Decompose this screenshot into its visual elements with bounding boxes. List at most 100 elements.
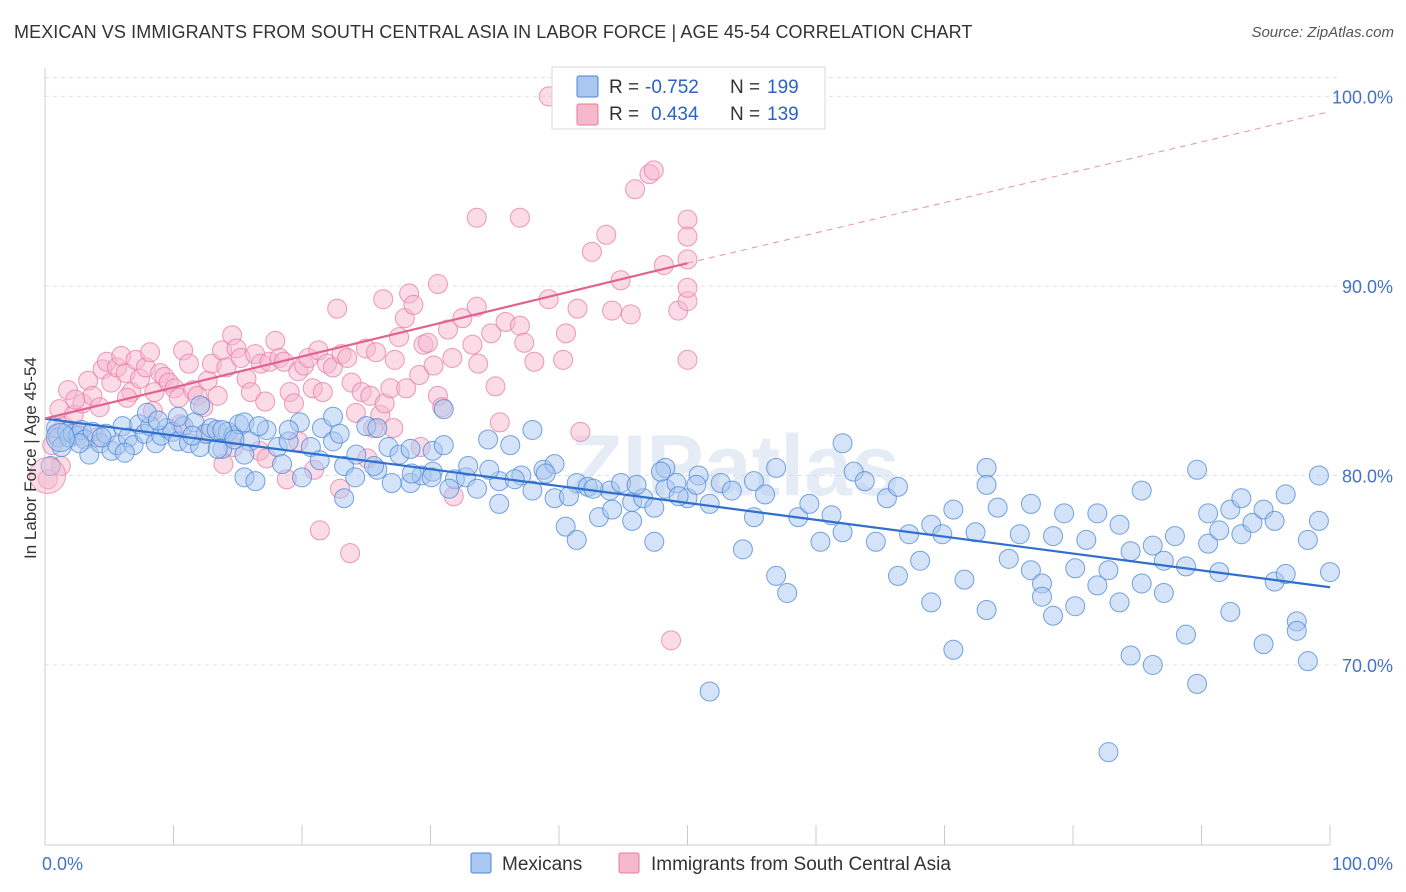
point-south-central-asia [207,385,228,406]
x-tick-labels: 0.0% 100.0% [42,854,1393,874]
point-mexicans [278,419,299,440]
legend-n-value: 139 [767,104,799,125]
point-south-central-asia [468,353,489,374]
point-south-central-asia [509,315,530,336]
trend-line-mexicans [44,417,1331,589]
point-mexicans [1009,524,1030,545]
point-mexicans [364,455,385,476]
point-mexicans [1297,529,1318,550]
bottom-legend-swatch-asia [618,852,640,874]
point-mexicans [381,473,402,494]
point-mexicans [500,435,521,456]
point-south-central-asia [340,543,361,564]
point-mexicans [1020,560,1041,581]
point-south-central-asia [677,277,698,298]
point-south-central-asia [409,365,430,386]
point-mexicans [976,457,997,478]
bottom-legend-asia: Immigrants from South Central Asia [651,854,951,875]
point-mexicans [1187,673,1208,694]
point-mexicans [1142,535,1163,556]
point-mexicans [1275,484,1296,505]
point-mexicans [1198,533,1219,554]
point-mexicans [439,478,460,499]
y-tick-labels: 70.0% 80.0% 90.0% 100.0% [1332,87,1393,676]
point-mexicans [1308,510,1329,531]
point-south-central-asia [337,347,358,368]
point-south-central-asia [423,355,444,376]
point-south-central-asia [312,382,333,403]
point-mexicans [766,457,787,478]
point-south-central-asia [417,332,438,353]
point-mexicans [622,510,643,531]
point-mexicans [1043,526,1064,547]
point-mexicans [558,486,579,507]
point-mexicans [1264,510,1285,531]
point-mexicans [401,463,422,484]
point-mexicans [1120,645,1141,666]
point-mexicans [799,493,820,514]
trend-line-extension [687,111,1331,264]
point-mexicans [1098,560,1119,581]
point-mexicans [1320,562,1340,583]
point-mexicans [479,459,500,480]
point-mexicans [400,438,421,459]
point-south-central-asia [216,357,237,378]
point-south-central-asia [140,342,161,363]
point-mexicans [832,522,853,543]
point-mexicans [1043,605,1064,626]
y-tick-label: 70.0% [1342,656,1393,676]
legend-r-value: -0.752 [645,77,699,98]
point-south-central-asia [178,353,199,374]
legend-n-label: N = [730,77,760,98]
point-south-central-asia [661,630,682,651]
point-mexicans [114,442,135,463]
point-mexicans [421,467,442,488]
point-mexicans [1098,742,1119,763]
axes [44,68,1331,846]
point-mexicans [1142,654,1163,675]
bottom-legend-swatch-mexicans [470,852,492,874]
point-mexicans [207,438,228,459]
point-south-central-asia [489,412,510,433]
series-legend: Mexicans Immigrants from South Central A… [470,852,951,875]
point-mexicans [45,423,75,453]
x-tick-label: 0.0% [42,854,83,874]
point-mexicans [1242,512,1263,533]
point-south-central-asia [581,241,602,262]
legend-n-label: N = [730,104,760,125]
point-mexicans [943,499,964,520]
point-mexicans [1065,596,1086,617]
point-mexicans [467,478,488,499]
point-mexicans [1198,503,1219,524]
point-mexicans [699,681,720,702]
point-mexicans [182,425,203,446]
point-south-central-asia [620,304,641,325]
point-mexicans [910,550,931,571]
stats-legend: R = -0.752 N = 199 R = 0.434 N = 139 [551,66,826,130]
point-mexicans [367,418,388,439]
point-mexicans [1297,651,1318,672]
point-south-central-asia [466,296,487,317]
point-mexicans [976,474,997,495]
point-mexicans [1087,503,1108,524]
point-mexicans [1120,541,1141,562]
point-mexicans [1175,624,1196,645]
point-south-central-asia [384,349,405,370]
legend-r-value: 0.434 [651,104,699,125]
point-mexicans [522,419,543,440]
point-mexicans [1109,514,1130,535]
point-mexicans [777,582,798,603]
point-mexicans [1231,488,1252,509]
legend-n-value: 199 [767,77,799,98]
point-mexicans [334,488,355,509]
point-mexicans [732,539,753,560]
point-mexicans [998,548,1019,569]
point-mexicans [650,461,671,482]
point-mexicans [535,463,556,484]
point-mexicans [1209,520,1230,541]
source-label: Source: ZipAtlas.com [1251,24,1394,41]
point-mexicans [272,454,293,475]
point-south-central-asia [309,520,330,541]
point-mexicans [743,471,764,492]
point-south-central-asia [514,332,535,353]
